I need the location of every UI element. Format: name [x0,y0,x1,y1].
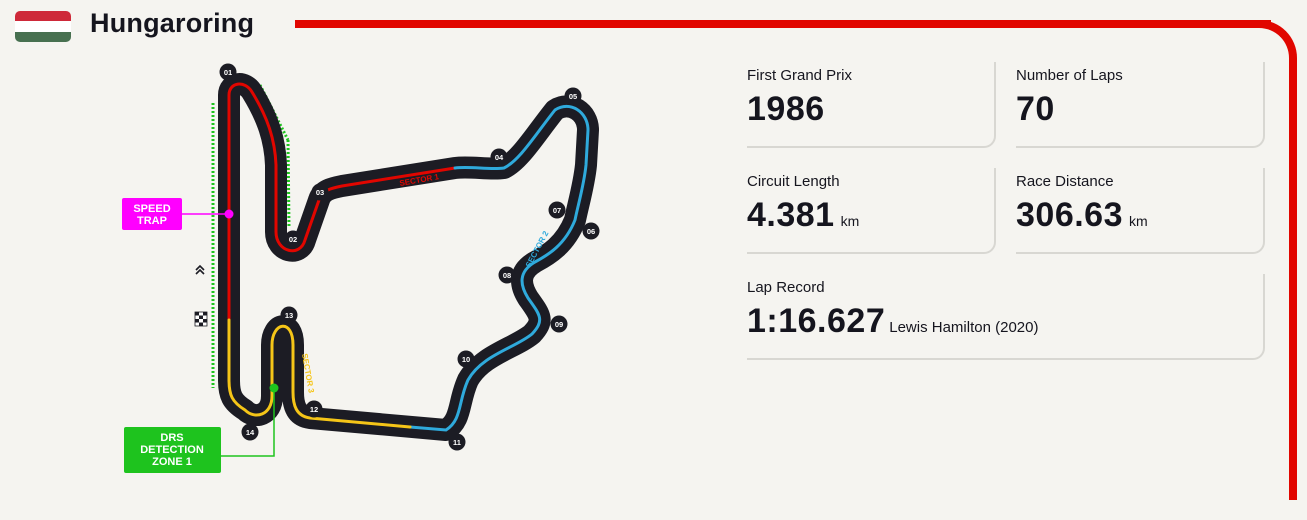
first-grand-prix-value: 1986 [747,90,825,128]
turn-marker: 10 [457,350,475,368]
header-accent-line [295,20,1271,28]
stat-first-grand-prix: First Grand Prix 1986 [747,62,996,148]
svg-text:07: 07 [553,206,561,215]
turn-marker: 06 [582,222,600,240]
number-of-laps-value: 70 [1016,90,1055,128]
race-distance-value: 306.63 [1016,196,1123,234]
stat-race-distance: Race Distance 306.63 km [1016,168,1265,254]
svg-text:08: 08 [503,271,511,280]
speed-trap-marker [224,209,234,219]
turn-marker: 09 [550,315,568,333]
drs-label-1: DRS [160,432,183,444]
turn-marker: 04 [490,148,508,166]
side-accent-line [1289,60,1297,500]
speed-trap-badge [122,198,182,230]
hungary-flag-icon [15,11,71,42]
stat-circuit-length: Circuit Length 4.381 km [747,168,996,254]
turn-marker: 08 [498,266,516,284]
stat-value: 4.381 km [747,196,859,235]
drs-detection-connector [221,388,275,457]
turn-markers: 01 02 03 04 05 06 07 08 09 10 11 12 13 1… [219,63,600,451]
svg-text:14: 14 [246,428,255,437]
svg-text:12: 12 [310,405,318,414]
svg-text:02: 02 [289,235,297,244]
lap-record-holder: Lewis Hamilton (2020) [889,319,1039,336]
stat-label: Race Distance [1016,173,1114,190]
drs-label-3: ZONE 1 [152,456,192,468]
svg-text:04: 04 [495,153,504,162]
circuit-map: SECTOR 1 SECTOR 2 SECTOR 3 SPEED TRAP DR… [122,63,600,473]
speed-trap-label-2: TRAP [137,215,167,227]
speed-trap-label-1: SPEED [133,203,170,215]
flag-stripe-white [15,21,71,32]
flag-stripe-red [15,11,71,22]
header-accent-corner [1251,20,1297,66]
svg-text:11: 11 [453,438,461,447]
turn-marker: 11 [448,433,466,451]
turn-marker: 02 [284,230,302,248]
lap-record-value: 1:16.627 [747,302,886,340]
chevrons-up-icon [195,264,205,275]
circuit-length-value: 4.381 [747,196,835,234]
race-distance-unit: km [1129,213,1148,229]
svg-text:10: 10 [462,355,470,364]
svg-text:06: 06 [587,227,595,236]
sector-2-line [408,104,590,432]
stat-value: 306.63 km [1016,196,1148,235]
drs-detection-marker [269,383,279,393]
svg-text:05: 05 [569,92,577,101]
stat-label: Lap Record [747,279,825,296]
stat-value: 70 [1016,90,1055,129]
drs-label-2: DETECTION [140,444,204,456]
circuit-title: Hungaroring [90,8,255,38]
stat-value: 1986 [747,90,825,129]
stat-number-of-laps: Number of Laps 70 [1016,62,1265,148]
checkered-flag-icon [194,311,208,327]
stat-label: Circuit Length [747,173,840,190]
svg-text:09: 09 [555,320,563,329]
sector-3-line [227,318,412,429]
svg-text:03: 03 [316,188,324,197]
turn-marker: 01 [219,63,237,81]
turn-marker: 13 [280,306,298,324]
circuit-length-unit: km [840,213,860,229]
stat-lap-record: Lap Record 1:16.627 Lewis Hamilton (2020) [747,274,1265,360]
turn-marker: 05 [564,87,582,105]
stat-label: First Grand Prix [747,67,853,84]
drs-zone-line-t2 [286,139,291,229]
flag-stripe-green [15,31,71,42]
stat-label: Number of Laps [1016,67,1123,84]
turn-marker: 07 [548,201,566,219]
svg-text:13: 13 [285,311,293,320]
svg-text:01: 01 [224,68,232,77]
turn-marker: 14 [241,423,259,441]
turn-marker: 12 [305,400,323,418]
stat-value: 1:16.627 Lewis Hamilton (2020) [747,302,1038,341]
turn-marker: 03 [311,183,329,201]
drs-detection-badge [124,427,221,473]
